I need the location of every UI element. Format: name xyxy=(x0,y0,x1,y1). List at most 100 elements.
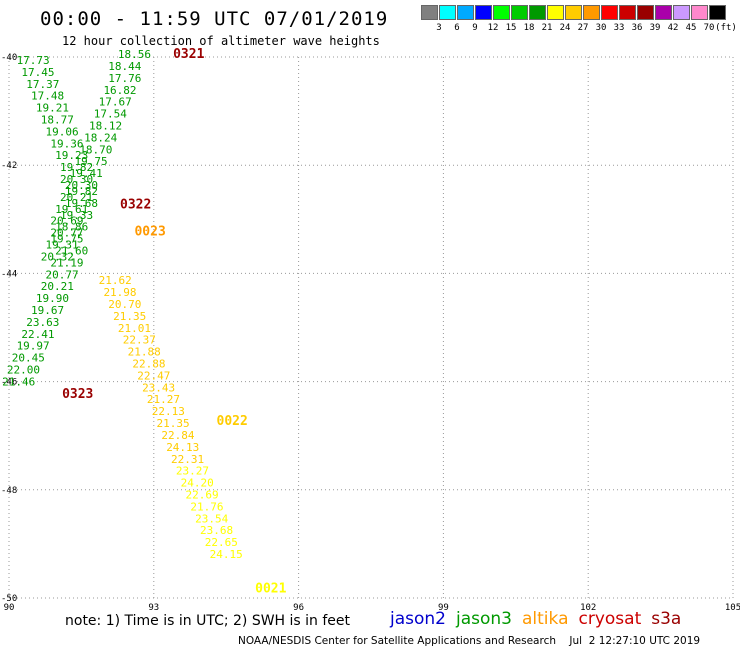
legend-swatch xyxy=(655,5,672,20)
swh-value: 23.54 xyxy=(195,512,228,525)
legend-swatch xyxy=(583,5,600,20)
swh-value: 23.68 xyxy=(200,524,233,537)
swh-value: 21.01 xyxy=(118,322,151,335)
swh-value: 19.97 xyxy=(17,340,50,353)
legend-swatch xyxy=(547,5,564,20)
swh-value: 23.43 xyxy=(142,381,175,394)
legend-swatch xyxy=(709,5,726,20)
legend-swatch xyxy=(529,5,546,20)
lat-tick-label: -46 xyxy=(1,378,17,388)
swh-value: 19.21 xyxy=(36,102,69,115)
swh-value: 18.70 xyxy=(79,143,112,156)
satellite-jason3: jason3 xyxy=(456,609,512,629)
swh-value: 19.06 xyxy=(46,125,79,138)
swh-value: 20.21 xyxy=(41,280,74,293)
swh-value: 24.20 xyxy=(181,477,214,490)
legend-swatch xyxy=(673,5,690,20)
satellite-altika: altika xyxy=(522,609,569,629)
swh-value: 22.00 xyxy=(7,363,40,376)
swh-value: 24.15 xyxy=(210,548,243,561)
swh-value: 21.62 xyxy=(99,274,132,287)
legend-label: 30 xyxy=(595,23,607,33)
swh-value: 17.54 xyxy=(94,108,127,121)
satellite-cryosat: cryosat xyxy=(578,609,642,629)
swh-value: 19.41 xyxy=(70,167,103,180)
swh-value: 18.44 xyxy=(108,60,141,73)
swh-value: 17.76 xyxy=(108,72,141,85)
swh-value: 17.67 xyxy=(99,96,132,109)
legend-label: 27 xyxy=(577,23,589,33)
swh-value: 21.76 xyxy=(190,500,223,513)
swh-value: 22.41 xyxy=(21,328,54,341)
swh-value: 21.60 xyxy=(55,244,88,257)
legend-label: 24 xyxy=(559,23,571,33)
legend-label: 3 xyxy=(436,23,442,33)
swh-value: 20.45 xyxy=(12,352,45,365)
legend-swatch xyxy=(511,5,528,20)
legend-label: 18 xyxy=(523,23,535,33)
legend-label: 42 xyxy=(667,23,679,33)
swh-value: 19.67 xyxy=(31,304,64,317)
swh-value: 19.61 xyxy=(55,203,88,216)
swh-value: 19.82 xyxy=(65,185,98,198)
legend-label: 45 xyxy=(685,23,697,33)
legend-swatch xyxy=(475,5,492,20)
swh-value: 20.70 xyxy=(108,298,141,311)
swh-value: 24.13 xyxy=(166,441,199,454)
swh-value: 18.56 xyxy=(118,48,151,61)
legend-swatch xyxy=(619,5,636,20)
legend-label: 33 xyxy=(613,23,625,33)
swh-value: 21.35 xyxy=(157,417,190,430)
legend-swatch xyxy=(691,5,708,20)
legend-swatch xyxy=(493,5,510,20)
legend-swatch xyxy=(637,5,654,20)
pass-time-label: 0323 xyxy=(62,387,93,402)
swh-value: 18.77 xyxy=(41,114,74,127)
satellite-s3a: s3a xyxy=(651,609,682,629)
swh-value: 19.68 xyxy=(65,197,98,210)
pass-time-label: 0023 xyxy=(134,225,165,240)
swh-value: 21.19 xyxy=(50,256,83,269)
lon-tick-label: 102 xyxy=(580,603,596,613)
swh-value: 19.33 xyxy=(60,209,93,222)
lon-tick-label: 90 xyxy=(4,603,15,613)
legend-label: 70 xyxy=(703,23,715,33)
swh-value: 22.37 xyxy=(123,334,156,347)
swh-value: 17.73 xyxy=(17,54,50,67)
pass-time-label: 0021 xyxy=(255,582,286,597)
pass-time-label: 0321 xyxy=(173,47,204,62)
satellite-legend: jason2 jason3 altika cryosat s3a xyxy=(390,609,691,629)
swh-value: 21.27 xyxy=(147,393,180,406)
swh-value: 23.27 xyxy=(176,465,209,478)
legend-unit: (ft) xyxy=(715,23,737,33)
swh-value: 20.21 xyxy=(60,191,93,204)
swh-value: 20.77 xyxy=(50,227,83,240)
swh-value: 22.84 xyxy=(161,429,194,442)
lon-tick-label: 93 xyxy=(148,603,159,613)
swh-value: 18.24 xyxy=(84,131,117,144)
lat-tick-label: -44 xyxy=(1,269,17,279)
swh-value: 22.69 xyxy=(186,488,219,501)
swh-value: 18.12 xyxy=(89,119,122,132)
legend-swatch xyxy=(457,5,474,20)
legend-label: 39 xyxy=(649,23,661,33)
swh-value: 19.31 xyxy=(46,239,79,252)
pass-time-label: 0022 xyxy=(217,414,248,429)
legend-label: 12 xyxy=(487,23,499,33)
swh-value: 20.77 xyxy=(46,268,79,281)
swh-value: 19.82 xyxy=(60,161,93,174)
chart-subtitle: 12 hour collection of altimeter wave hei… xyxy=(62,34,380,48)
legend-swatch xyxy=(421,5,438,20)
legend-label: 6 xyxy=(454,23,460,33)
lat-tick-label: -42 xyxy=(1,161,17,171)
legend-label: 15 xyxy=(505,23,517,33)
note-text: note: 1) Time is in UTC; 2) SWH is in fe… xyxy=(65,613,351,629)
satellite-jason2: jason2 xyxy=(390,609,446,629)
swh-value: 22.65 xyxy=(205,536,238,549)
legend-swatch xyxy=(439,5,456,20)
lon-tick-label: 96 xyxy=(293,603,304,613)
swh-value: 21.35 xyxy=(113,310,146,323)
swh-value: 21.46 xyxy=(2,375,35,388)
lat-tick-label: -40 xyxy=(1,53,17,63)
legend-label: 36 xyxy=(631,23,643,33)
